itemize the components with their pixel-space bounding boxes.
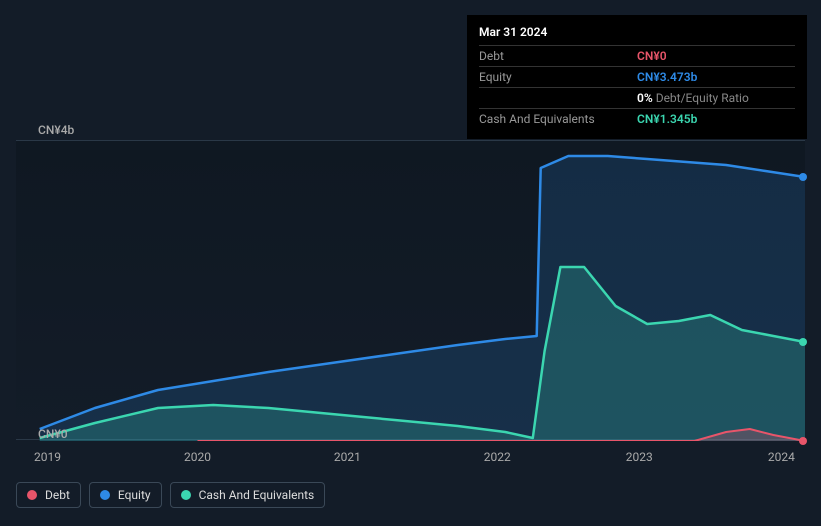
x-axis-tick: 2021 [334, 450, 361, 464]
tooltip-row-value: CN¥3.473b [637, 70, 795, 84]
tooltip-row-value: CN¥0 [637, 49, 795, 63]
legend-dot-icon [181, 490, 191, 500]
series-end-dot [799, 437, 807, 445]
chart-legend: Debt Equity Cash And Equivalents [16, 482, 325, 508]
tooltip-row: 0% Debt/Equity Ratio [479, 87, 795, 108]
series-end-dot [799, 338, 807, 346]
tooltip-date: Mar 31 2024 [479, 25, 795, 39]
y-axis-label-bottom: CN¥0 [38, 427, 68, 441]
chart-svg [16, 141, 805, 441]
plot-area[interactable] [16, 140, 805, 440]
tooltip-row-label: Debt [479, 49, 637, 63]
chart-tooltip: Mar 31 2024 DebtCN¥0EquityCN¥3.473b0% De… [467, 15, 807, 139]
tooltip-row-label: Equity [479, 70, 637, 84]
x-axis-tick: 2019 [34, 450, 61, 464]
x-axis-tick: 2024 [768, 450, 795, 464]
y-axis-label-top: CN¥4b [38, 123, 74, 137]
x-axis-tick: 2023 [626, 450, 653, 464]
legend-label: Cash And Equivalents [199, 488, 315, 502]
series-end-dot [799, 173, 807, 181]
tooltip-row-label [479, 91, 637, 105]
x-axis: 2019 2020 2021 2022 2023 2024 [16, 450, 805, 470]
x-axis-tick: 2022 [484, 450, 511, 464]
chart-container: CN¥4b CN¥0 [16, 125, 805, 445]
legend-item-debt[interactable]: Debt [16, 482, 81, 508]
legend-dot-icon [100, 490, 110, 500]
legend-label: Debt [45, 488, 70, 502]
legend-item-equity[interactable]: Equity [89, 482, 162, 508]
tooltip-row: EquityCN¥3.473b [479, 66, 795, 87]
tooltip-row-value: CN¥1.345b [637, 112, 795, 126]
legend-label: Equity [118, 488, 151, 502]
tooltip-row-label: Cash And Equivalents [479, 112, 637, 126]
tooltip-row: DebtCN¥0 [479, 45, 795, 66]
tooltip-row: Cash And EquivalentsCN¥1.345b [479, 108, 795, 129]
legend-dot-icon [27, 490, 37, 500]
tooltip-row-value: 0% Debt/Equity Ratio [637, 91, 795, 105]
legend-item-cash-and-equivalents[interactable]: Cash And Equivalents [170, 482, 326, 508]
x-axis-tick: 2020 [184, 450, 211, 464]
